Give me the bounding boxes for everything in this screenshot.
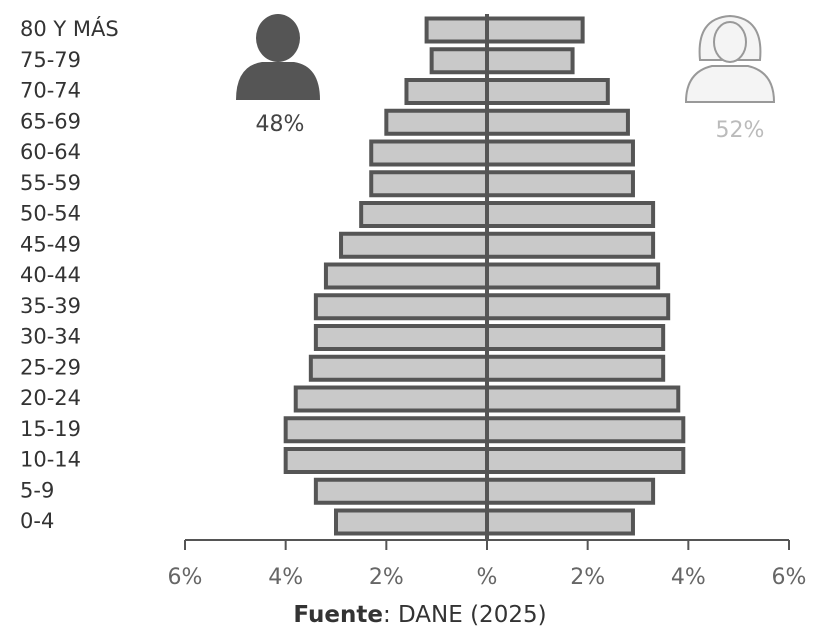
bar xyxy=(485,47,575,75)
bar xyxy=(485,231,656,259)
bar xyxy=(424,16,490,44)
y-tick-label: 5-9 xyxy=(20,478,54,502)
bar xyxy=(283,416,489,444)
bar xyxy=(485,477,656,505)
bar xyxy=(485,170,635,198)
bar xyxy=(369,170,490,198)
bar xyxy=(339,231,489,259)
x-tick-label: 2% xyxy=(369,565,404,590)
source-text: : DANE (2025) xyxy=(383,602,547,628)
bar xyxy=(485,385,681,413)
bar xyxy=(485,16,585,44)
female-share: 52% xyxy=(716,118,765,143)
y-tick-label: 65-69 xyxy=(20,109,81,133)
bar xyxy=(485,354,666,382)
bar xyxy=(485,262,661,290)
source-label: Fuente xyxy=(293,602,383,628)
bar xyxy=(313,324,489,351)
y-tick-label: 0-4 xyxy=(20,509,54,533)
y-tick-label: 60-64 xyxy=(20,140,81,164)
y-tick-label: 75-79 xyxy=(20,48,81,72)
y-tick-label: 20-24 xyxy=(20,386,81,410)
bar xyxy=(323,262,489,290)
y-tick-label: 10-14 xyxy=(20,448,81,472)
x-tick-label: 2% xyxy=(570,565,605,590)
bar xyxy=(485,416,686,444)
bar xyxy=(313,477,489,505)
x-tick-label: 6% xyxy=(168,565,203,590)
bar xyxy=(485,108,630,136)
y-tick-label: 30-34 xyxy=(20,325,81,349)
x-tick-label: 4% xyxy=(268,565,303,590)
bar xyxy=(485,447,686,474)
bar xyxy=(369,139,490,167)
bar xyxy=(485,139,635,167)
y-tick-label: 35-39 xyxy=(20,294,81,318)
y-tick-label: 45-49 xyxy=(20,232,81,256)
bar xyxy=(485,508,635,536)
source: Fuente: DANE (2025) xyxy=(293,602,546,628)
bar xyxy=(359,201,489,228)
bar xyxy=(485,293,671,321)
bar xyxy=(485,324,666,351)
y-tick-label: 80 Y MÁS xyxy=(20,16,119,41)
y-tick-label: 70-74 xyxy=(20,79,81,103)
y-tick-label: 25-29 xyxy=(20,355,81,379)
female-icon xyxy=(684,14,776,103)
bar xyxy=(429,47,489,75)
bar xyxy=(293,385,489,413)
bar xyxy=(334,508,489,536)
y-tick-label: 40-44 xyxy=(20,263,81,287)
bar xyxy=(485,201,656,228)
male-icon xyxy=(236,14,320,100)
bar xyxy=(404,78,490,105)
bar xyxy=(485,78,610,105)
x-tick-label: 6% xyxy=(772,565,807,590)
x-tick-label: % xyxy=(477,565,498,590)
y-tick-label: 50-54 xyxy=(20,202,81,226)
x-tick-label: 4% xyxy=(671,565,706,590)
bar xyxy=(313,293,489,321)
bar xyxy=(308,354,490,382)
male-share: 48% xyxy=(256,112,305,137)
y-tick-label: 55-59 xyxy=(20,171,81,195)
bar xyxy=(384,108,490,136)
bar xyxy=(283,447,489,474)
y-tick-label: 15-19 xyxy=(20,417,81,441)
